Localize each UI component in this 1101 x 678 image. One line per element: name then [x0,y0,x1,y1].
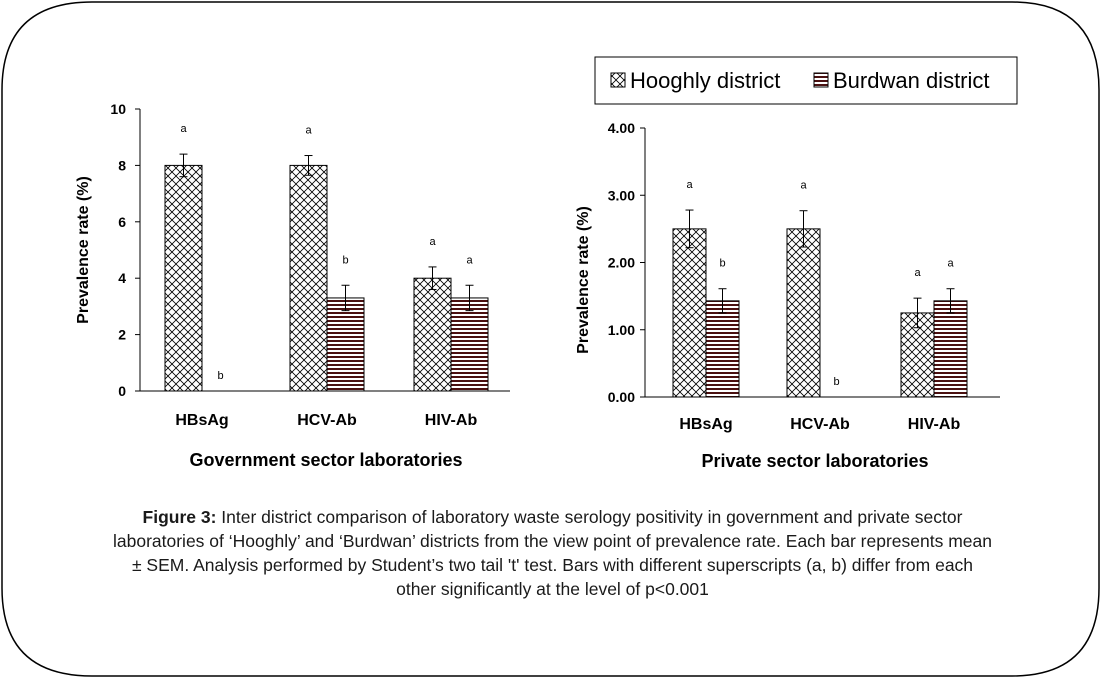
superscript-label: b [342,254,348,266]
superscript-label: a [305,125,312,137]
category-label: HIV-Ab [425,412,478,429]
caption-label: Figure 3: [142,507,217,527]
superscript-label: b [833,376,839,388]
y-tick-label: 3.00 [608,187,635,203]
superscript-label: b [217,370,223,382]
figure-caption: Figure 3: Inter district comparison of l… [110,505,995,601]
government-chart: Prevalence rate (%) Government sector la… [75,101,510,470]
superscript-label: b [719,258,725,270]
superscript-label: a [800,180,807,192]
private-chart: Prevalence rate (%) Private sector labor… [575,120,1000,471]
bar-hooghly [786,228,821,398]
superscript-label: a [686,179,693,191]
legend-swatch-burdwan [813,72,829,88]
y-tick-label: 10 [110,101,126,117]
y-tick-label: 0.00 [608,389,635,405]
superscript-label: a [466,254,473,266]
y-tick-label: 0 [118,383,126,399]
category-label: HCV-Ab [790,416,850,433]
bar-burdwan [705,300,740,398]
category-label: HBsAg [679,416,732,433]
category-label: HCV-Ab [297,412,357,429]
legend-swatch-hooghly [610,72,626,88]
legend: Hooghly district Burdwan district [594,56,1018,105]
superscript-label: a [914,267,921,279]
bar-burdwan [933,300,968,398]
bar-burdwan [450,297,489,392]
y-tick-label: 4 [118,270,126,286]
y-tick-label: 8 [118,157,126,173]
superscript-label: a [947,258,954,270]
bar-hooghly [413,277,452,392]
category-label: HIV-Ab [908,416,961,433]
x-axis-label: Private sector laboratories [701,451,928,471]
y-tick-label: 4.00 [608,120,635,136]
bar-burdwan [326,297,365,392]
y-axis-label: Prevalence rate (%) [575,206,592,354]
category-label: HBsAg [175,412,228,429]
legend-label-hooghly: Hooghly district [630,68,780,93]
y-tick-label: 1.00 [608,322,635,338]
bar-hooghly [289,164,328,392]
y-axis-label: Prevalence rate (%) [75,176,92,324]
x-axis-label: Government sector laboratories [189,450,462,470]
superscript-label: a [429,236,436,248]
y-tick-label: 6 [118,214,126,230]
caption-text: Inter district comparison of laboratory … [112,507,992,599]
legend-box [594,56,1018,105]
bar-hooghly [672,228,707,398]
superscript-label: a [180,123,187,135]
legend-label-burdwan: Burdwan district [833,68,990,93]
bar-hooghly [164,164,203,392]
y-tick-label: 2 [118,327,126,343]
y-tick-label: 2.00 [608,255,635,271]
